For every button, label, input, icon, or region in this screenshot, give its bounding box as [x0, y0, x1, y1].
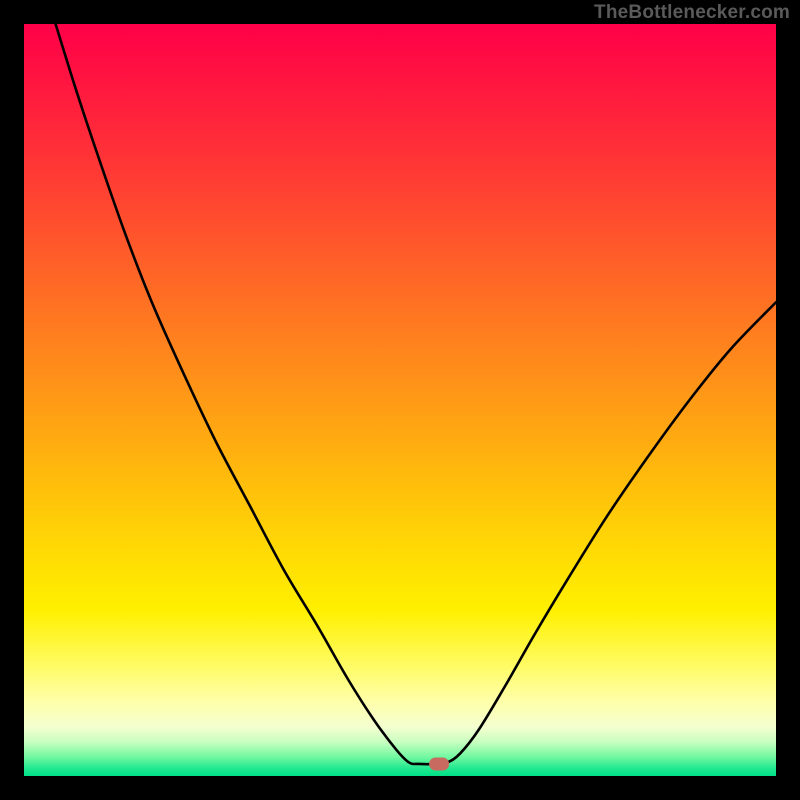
chart-stage: TheBottlenecker.com [0, 0, 800, 800]
optimal-point-marker [429, 757, 449, 770]
watermark-text: TheBottlenecker.com [594, 2, 790, 24]
chart-svg [0, 0, 800, 800]
plot-gradient-background [24, 24, 776, 776]
